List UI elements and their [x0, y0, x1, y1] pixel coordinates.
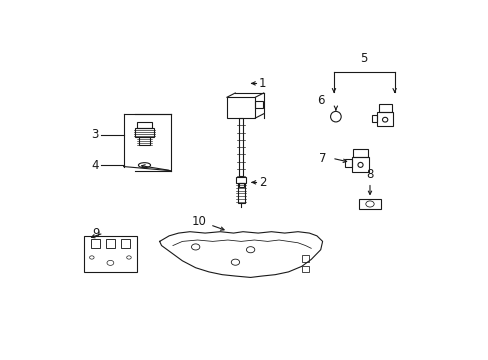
- Bar: [91, 239, 100, 248]
- Bar: [121, 239, 129, 248]
- Text: 4: 4: [91, 159, 99, 172]
- Text: 5: 5: [360, 52, 367, 65]
- Bar: [255, 102, 263, 108]
- Bar: [238, 183, 243, 187]
- Bar: [235, 177, 246, 183]
- Text: 6: 6: [316, 94, 324, 107]
- Bar: [371, 114, 376, 122]
- Bar: [137, 122, 151, 128]
- Bar: [344, 159, 351, 167]
- Text: 10: 10: [191, 216, 206, 229]
- Bar: [237, 183, 244, 203]
- Bar: [238, 118, 243, 176]
- Text: 7: 7: [318, 152, 326, 165]
- Bar: [301, 255, 308, 262]
- Bar: [135, 128, 153, 137]
- Bar: [359, 199, 380, 209]
- Bar: [105, 239, 115, 248]
- Text: 2: 2: [259, 176, 266, 189]
- Bar: [376, 112, 392, 126]
- Bar: [301, 266, 308, 272]
- Bar: [351, 157, 368, 172]
- Bar: [378, 104, 391, 112]
- Bar: [84, 236, 137, 272]
- Bar: [226, 97, 255, 118]
- Bar: [139, 137, 149, 145]
- Text: 8: 8: [366, 168, 373, 181]
- Text: 3: 3: [91, 128, 99, 141]
- Text: 9: 9: [92, 226, 100, 240]
- Text: 1: 1: [259, 77, 266, 90]
- Bar: [353, 149, 367, 157]
